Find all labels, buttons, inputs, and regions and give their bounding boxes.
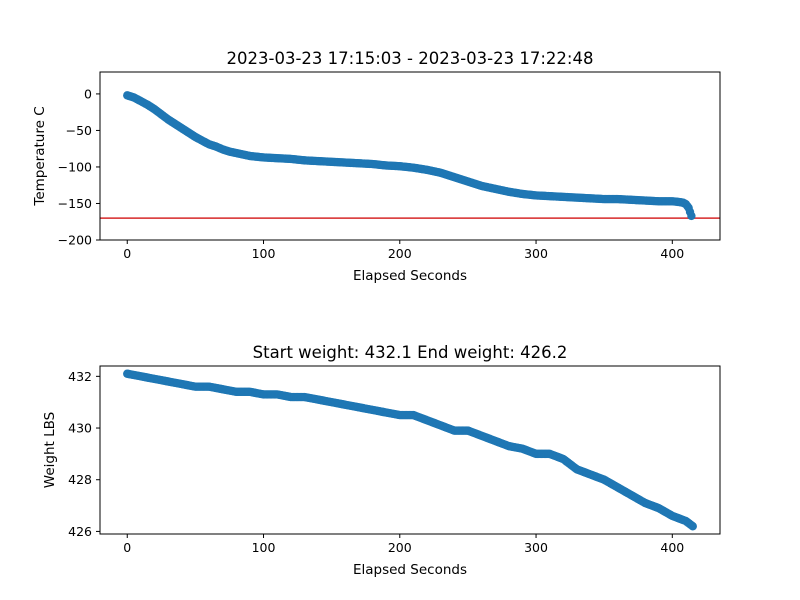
temperature-plot-area (100, 91, 720, 221)
weight-y-tick-label: 428 (68, 472, 92, 487)
temperature-chart-title: 2023-03-23 17:15:03 - 2023-03-23 17:22:4… (227, 49, 594, 68)
weight-y-tick-label: 432 (68, 369, 92, 384)
temperature-data-point (687, 211, 696, 221)
weight-y-tick-label: 426 (68, 524, 92, 539)
temperature-chart: 2023-03-23 17:15:03 - 2023-03-23 17:22:4… (32, 49, 721, 284)
temperature-x-tick-label: 0 (123, 246, 131, 261)
weight-axes-frame (99, 365, 721, 535)
temperature-x-tick-label: 100 (252, 246, 276, 261)
temperature-ticks: 0 100 200 300 400 0 −50 −100 −150 −200 (58, 86, 685, 261)
temperature-y-tick-label: −100 (58, 159, 92, 174)
weight-chart-title: Start weight: 432.1 End weight: 426.2 (253, 343, 568, 362)
weight-ticks: 0 100 200 300 400 426 428 430 432 (68, 369, 684, 555)
temperature-x-tick-label: 200 (388, 246, 412, 261)
weight-x-tick-label: 200 (388, 540, 412, 555)
temperature-axes-frame (99, 71, 721, 241)
temperature-y-tick-label: −150 (58, 196, 92, 211)
temperature-y-tick-label: −200 (58, 233, 92, 248)
weight-x-axis-label: Elapsed Seconds (353, 562, 467, 578)
temperature-x-axis-label: Elapsed Seconds (353, 268, 467, 284)
weight-y-axis-label: Weight LBS (42, 412, 58, 488)
weight-x-tick-label: 100 (252, 540, 276, 555)
weight-chart: Start weight: 432.1 End weight: 426.2 0 1… (42, 343, 721, 578)
temperature-x-tick-label: 300 (524, 246, 548, 261)
weight-plot-area (123, 369, 697, 531)
weight-data-point (688, 522, 697, 531)
temperature-y-tick-label: −50 (66, 123, 92, 138)
temperature-x-tick-label: 400 (660, 246, 684, 261)
temperature-y-axis-label: Temperature C (32, 106, 48, 206)
weight-x-tick-label: 400 (660, 540, 684, 555)
weight-x-tick-label: 0 (123, 540, 131, 555)
weight-x-tick-label: 300 (524, 540, 548, 555)
weight-y-tick-label: 430 (68, 421, 92, 436)
temperature-y-tick-label: 0 (84, 86, 92, 101)
